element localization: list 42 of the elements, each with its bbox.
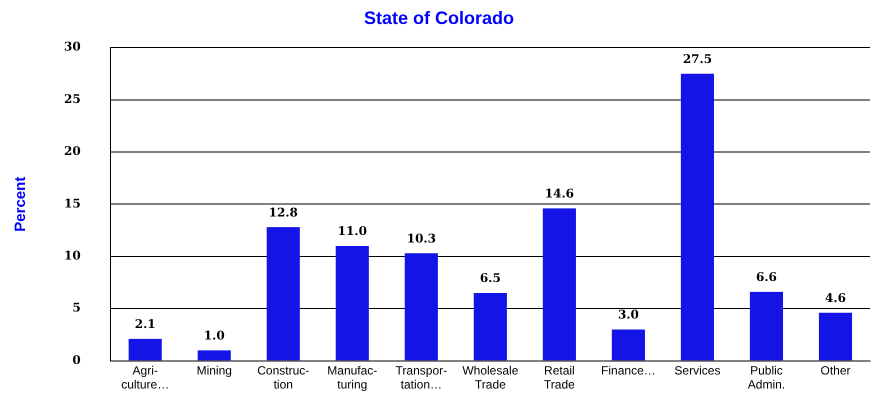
bar [680, 74, 714, 360]
bar [128, 338, 162, 360]
bar [266, 227, 300, 360]
bar [612, 329, 645, 360]
x-tick-label: Transpor- tation… [396, 363, 448, 392]
data-label: 3.0 [618, 308, 639, 322]
y-tick-label: 25 [64, 92, 81, 106]
data-label: 2.1 [134, 317, 156, 331]
y-tick-label: 10 [64, 248, 81, 263]
x-tick-label: Public Admin. [748, 363, 786, 392]
y-tick-label: 5 [72, 300, 81, 315]
y-tick-label: 30 [64, 40, 81, 54]
bar [474, 292, 507, 360]
x-tick-label: Retail Trade [544, 363, 576, 392]
data-label: 11.0 [338, 224, 367, 238]
x-tick-label: Agri- culture… [121, 363, 170, 392]
bar [542, 208, 576, 360]
x-tick-label: Finance… [601, 363, 656, 378]
bar [336, 246, 369, 360]
bar [404, 253, 438, 360]
data-label: 6.5 [480, 271, 501, 286]
x-tick-label: Mining [196, 363, 232, 378]
data-label: 6.6 [756, 270, 777, 284]
x-tick-label: Construc- tion [257, 363, 310, 392]
x-tick-label: Manufac- turing [327, 363, 378, 392]
data-label: 4.6 [825, 290, 846, 305]
x-tick-label: Other [820, 363, 850, 378]
data-label: 12.8 [268, 205, 298, 220]
data-label: 14.6 [544, 186, 574, 200]
bar [750, 292, 784, 360]
bar [198, 350, 231, 360]
bar [818, 312, 852, 360]
data-label: 27.5 [682, 52, 712, 66]
x-tick-label: Wholesale Trade [462, 363, 519, 392]
chart-title: State of Colorado [364, 8, 514, 28]
y-tick-label: 20 [64, 144, 81, 158]
y-axis-title: Percent [12, 176, 30, 232]
data-label: 10.3 [406, 231, 436, 246]
y-tick-label: 15 [64, 196, 81, 210]
x-tick-label: Services [674, 363, 720, 378]
y-tick-label: 0 [72, 352, 81, 367]
data-label: 1.0 [204, 328, 225, 342]
